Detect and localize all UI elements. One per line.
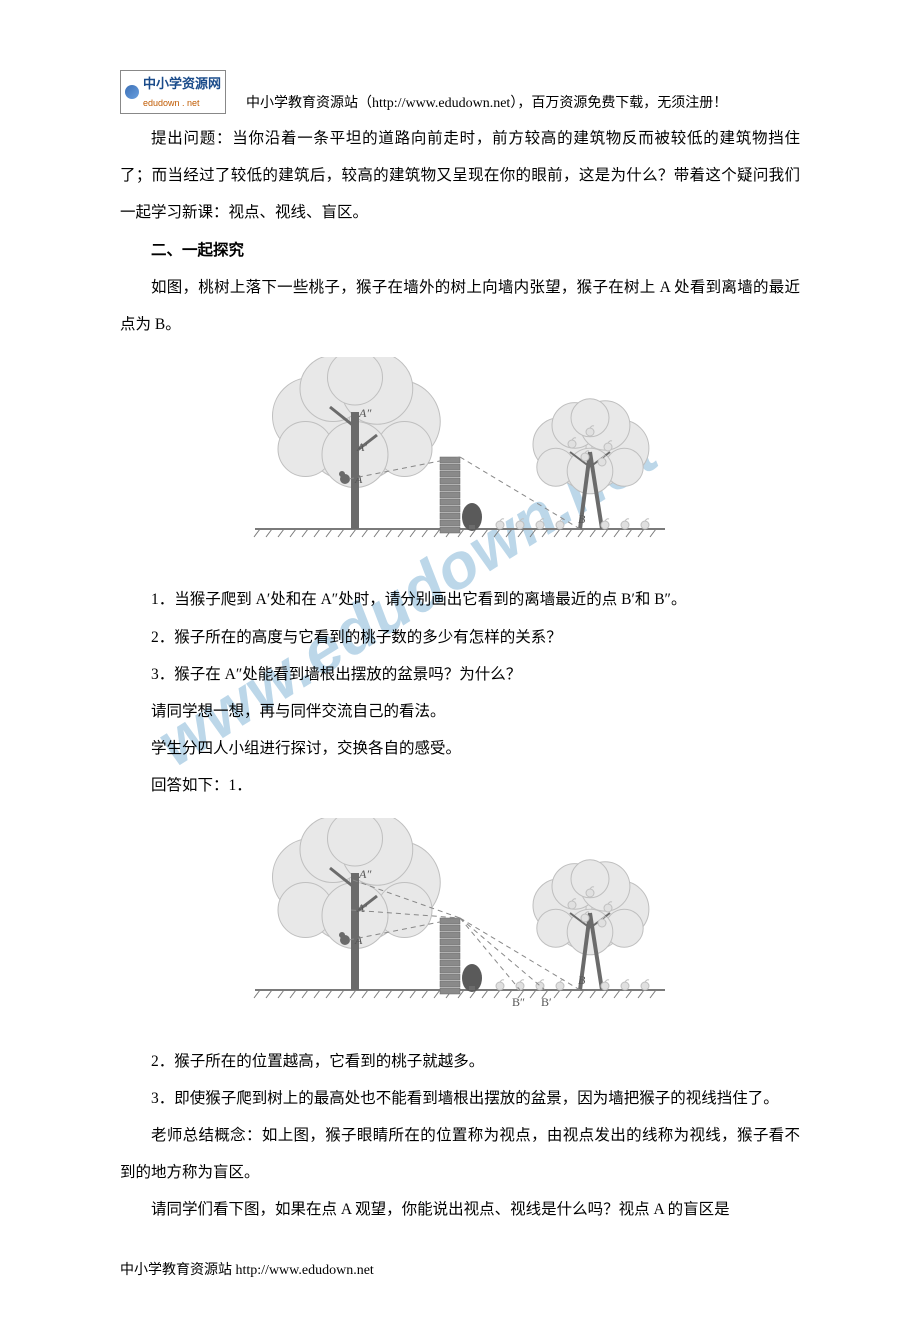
svg-text:A′: A′ — [356, 440, 367, 454]
svg-text:B: B — [578, 512, 586, 526]
page-footer: 中小学教育资源站 http://www.edudown.net — [120, 1259, 800, 1279]
globe-icon — [125, 85, 139, 99]
svg-text:A″: A″ — [358, 406, 372, 420]
logo-sub-text: edudown . net — [143, 98, 200, 108]
answer-lead: 回答如下：1． — [120, 767, 800, 804]
answer-2: 2．猴子所在的位置越高，它看到的桃子就越多。 — [120, 1043, 800, 1080]
teacher-summary: 老师总结概念：如上图，猴子眼睛所在的位置称为视点，由视点发出的线称为视线，猴子看… — [120, 1117, 800, 1191]
svg-text:A″: A″ — [358, 867, 372, 881]
paragraph-intro: 提出问题：当你沿着一条平坦的道路向前走时，前方较高的建筑物反而被较低的建筑物挡住… — [120, 120, 800, 232]
logo-main-text: 中小学资源网 — [143, 76, 221, 91]
instruction-group: 学生分四人小组进行探讨，交换各自的感受。 — [120, 730, 800, 767]
monkey-tree-diagram-2: A″ A′ A B B′ B″ — [245, 818, 675, 1018]
monkey-tree-diagram-1: A″ A′ A B — [245, 357, 675, 557]
paragraph-setup: 如图，桃树上落下一些桃子，猴子在墙外的树上向墙内张望，猴子在树上 A 处看到离墙… — [120, 269, 800, 343]
question-3: 3．猴子在 A″处能看到墙根出摆放的盆景吗？为什么？ — [120, 656, 800, 693]
svg-text:A′: A′ — [356, 901, 367, 915]
svg-text:B″: B″ — [512, 995, 525, 1009]
svg-text:B′: B′ — [541, 995, 552, 1009]
question-1: 1．当猴子爬到 A′处和在 A″处时，请分别画出它看到的离墙最近的点 B′和 B… — [120, 581, 800, 618]
figure-2: A″ A′ A B B′ B″ — [120, 818, 800, 1032]
site-logo: 中小学资源网 edudown . net — [120, 70, 226, 114]
svg-text:B: B — [578, 973, 586, 987]
svg-text:A: A — [354, 472, 363, 486]
question-2: 2．猴子所在的高度与它看到的桃子数的多少有怎样的关系？ — [120, 619, 800, 656]
header-caption: 中小学教育资源站（http://www.edudown.net），百万资源免费下… — [246, 92, 727, 112]
answer-3: 3．即使猴子爬到树上的最高处也不能看到墙根出摆放的盆景，因为墙把猴子的视线挡住了… — [120, 1080, 800, 1117]
page-header: 中小学资源网 edudown . net 中小学教育资源站（http://www… — [120, 70, 800, 114]
figure-1: A″ A′ A B — [120, 357, 800, 571]
section-heading-2: 二、一起探究 — [120, 232, 800, 269]
next-question: 请同学们看下图，如果在点 A 观望，你能说出视点、视线是什么吗？视点 A 的盲区… — [120, 1191, 800, 1228]
instruction-discuss: 请同学想一想，再与同伴交流自己的看法。 — [120, 693, 800, 730]
svg-text:A: A — [354, 933, 363, 947]
